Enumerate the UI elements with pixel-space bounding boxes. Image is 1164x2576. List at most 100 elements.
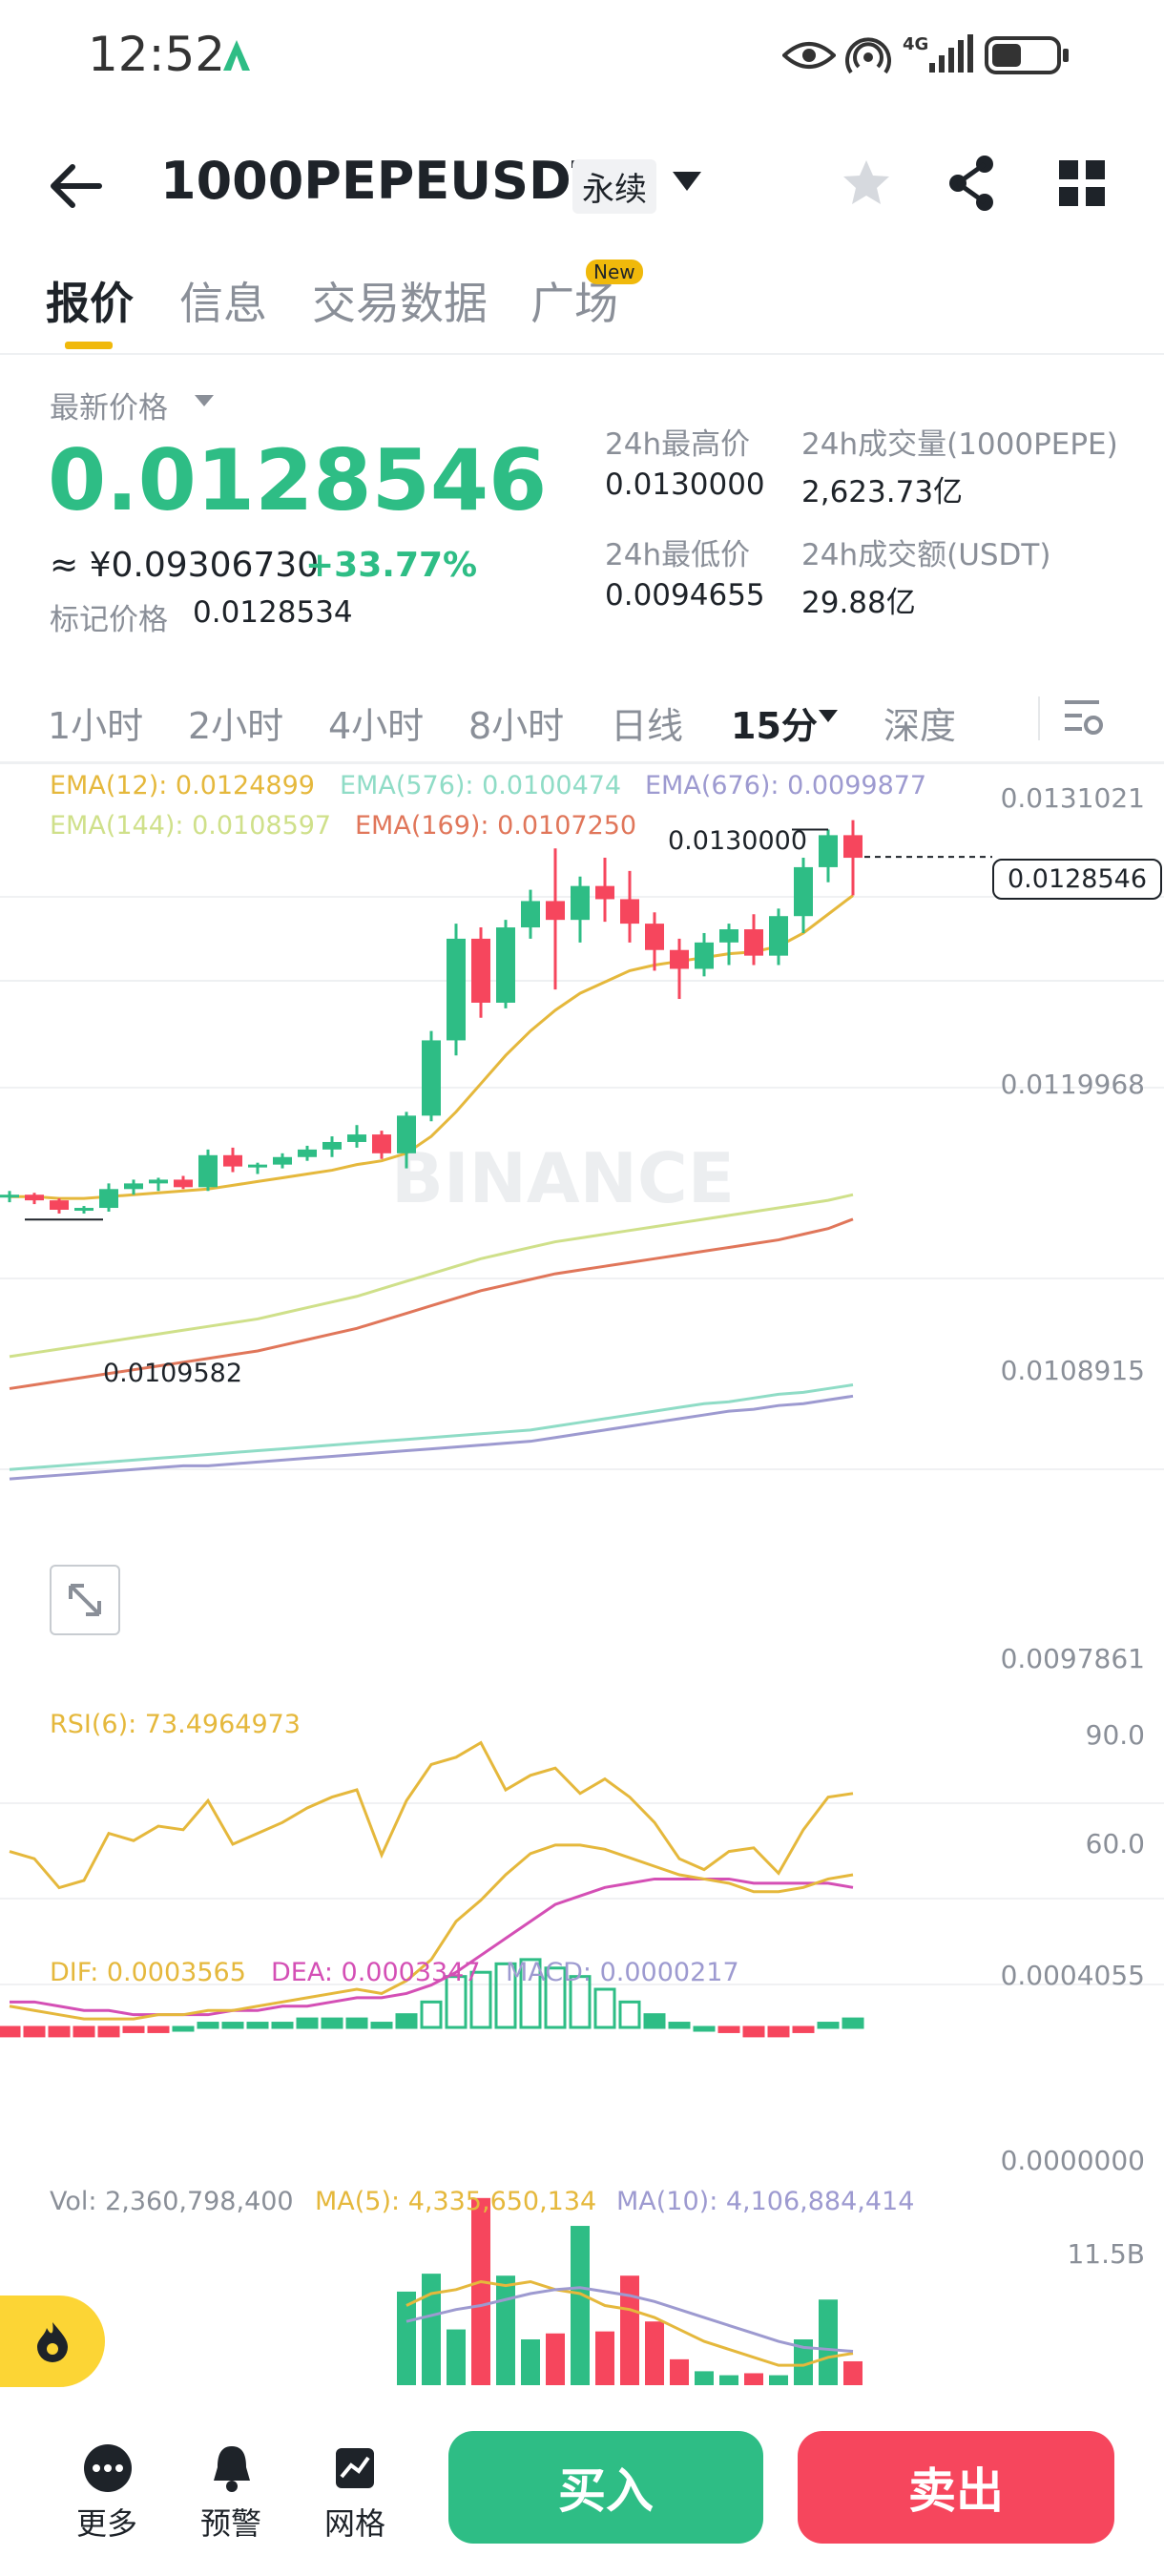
price-axis-2: 0.0119968 xyxy=(1000,1069,1145,1100)
tab-info[interactable]: 信息 xyxy=(179,278,267,329)
volume-bar xyxy=(695,2371,714,2385)
eye-icon xyxy=(782,42,836,69)
ema676-line xyxy=(9,1394,854,1481)
candle-body xyxy=(819,835,838,867)
more-icon[interactable] xyxy=(82,2442,134,2494)
candle-body xyxy=(695,942,714,969)
ema676-legend: EMA(676): 0.0099877 xyxy=(645,771,927,800)
tf-depth[interactable]: 深度 xyxy=(883,705,957,747)
macd-bar xyxy=(296,2017,319,2029)
volume-value: 2,623.73亿 xyxy=(801,475,964,509)
candle-body xyxy=(149,1179,168,1184)
tf-15m[interactable]: 15分 xyxy=(731,705,818,747)
cny-price: ≈ ¥0.09306730 xyxy=(50,546,320,585)
alert-label[interactable]: 预警 xyxy=(200,2505,262,2542)
app-icon xyxy=(223,40,250,71)
dif-line xyxy=(9,1843,854,2021)
volume-bar xyxy=(471,2197,490,2385)
macd-bar xyxy=(742,2025,765,2038)
macd-bar xyxy=(23,2025,46,2038)
candle-body xyxy=(496,927,515,1003)
tab-square[interactable]: 广场 xyxy=(530,278,618,329)
macd-bar xyxy=(445,1975,468,2029)
candle-body xyxy=(843,835,863,859)
macd-bar xyxy=(693,2025,716,2032)
candle-body xyxy=(99,1189,118,1209)
grid-label[interactable]: 网格 xyxy=(324,2505,386,2542)
volume-bar xyxy=(496,2275,515,2385)
macd-bar xyxy=(122,2025,145,2033)
macd-bar xyxy=(494,1962,517,2029)
more-label[interactable]: 更多 xyxy=(76,2505,138,2542)
chart-canvas[interactable]: BINANCE xyxy=(0,763,1164,2404)
candle-body xyxy=(124,1183,143,1190)
ema-lines xyxy=(9,894,854,1481)
current-price-tag: 0.0128546 xyxy=(992,859,1163,900)
candle-body xyxy=(794,866,813,917)
rsi-lines xyxy=(9,1740,854,1890)
volume-bar xyxy=(719,2375,738,2385)
price-caret-icon[interactable] xyxy=(193,393,216,408)
macd-bar xyxy=(519,1958,542,2029)
volume-bar xyxy=(620,2275,639,2385)
dea-legend: DEA: 0.0003347 xyxy=(271,1958,481,1987)
bell-icon[interactable] xyxy=(208,2442,256,2494)
ema144-legend: EMA(144): 0.0108597 xyxy=(50,811,332,841)
price-axis-4: 0.0097861 xyxy=(1000,1643,1145,1674)
tf-1d[interactable]: 日线 xyxy=(611,705,684,747)
flame-button[interactable] xyxy=(0,2296,105,2387)
expand-icon xyxy=(69,1584,101,1616)
tf-1h[interactable]: 1小时 xyxy=(48,705,144,747)
expand-button[interactable] xyxy=(50,1565,120,1635)
back-arrow-icon[interactable] xyxy=(48,162,105,210)
macd-legend: MACD: 0.0000217 xyxy=(506,1958,739,1987)
volume-bar xyxy=(546,2333,565,2385)
mark-price-value: 0.0128534 xyxy=(193,595,353,630)
candle-body xyxy=(74,1208,94,1212)
tf-4h[interactable]: 4小时 xyxy=(328,705,425,747)
status-time: 12:52 xyxy=(88,27,226,82)
volume-bar xyxy=(645,2321,664,2385)
macd-bar xyxy=(48,2025,71,2038)
chart-settings-icon[interactable] xyxy=(1061,696,1107,738)
macd-bar xyxy=(817,2022,840,2029)
symbol-title[interactable]: 1000PEPEUSDT xyxy=(160,151,607,211)
turnover-value: 29.88亿 xyxy=(801,586,916,620)
ema576-line xyxy=(9,1383,854,1471)
high-annotation: 0.0130000 xyxy=(668,826,808,856)
candle-body xyxy=(645,924,664,950)
rsi-axis-90: 90.0 xyxy=(1085,1719,1145,1751)
tab-quote[interactable]: 报价 xyxy=(46,278,134,329)
tab-trading-data[interactable]: 交易数据 xyxy=(312,278,488,329)
price-axis-3: 0.0108915 xyxy=(1000,1355,1145,1386)
share-icon[interactable] xyxy=(945,155,998,212)
candle-body xyxy=(347,1134,366,1142)
candle-body xyxy=(198,1154,218,1188)
volume-bar xyxy=(571,2226,590,2385)
ema576-legend: EMA(576): 0.0100474 xyxy=(340,771,622,800)
header-bar: 1000PEPEUSDT 永续 xyxy=(0,134,1164,239)
new-badge: New xyxy=(586,260,643,284)
macd-bar xyxy=(172,2025,195,2032)
macd-bar xyxy=(370,2022,393,2029)
grid-menu-icon[interactable] xyxy=(1057,158,1107,208)
caret-down-icon[interactable] xyxy=(670,168,704,195)
tf-2h[interactable]: 2小时 xyxy=(188,705,284,747)
macd-bar xyxy=(420,2000,443,2029)
macd-bar xyxy=(668,2022,691,2029)
tf-caret-icon[interactable] xyxy=(817,708,840,725)
tf-8h[interactable]: 8小时 xyxy=(468,705,565,747)
volume-bar xyxy=(744,2373,763,2385)
ma10-legend: MA(10): 4,106,884,414 xyxy=(616,2187,915,2216)
macd-bar xyxy=(246,2022,269,2029)
buy-button[interactable]: 买入 xyxy=(448,2431,763,2544)
volume-label: 24h成交量(1000PEPE) xyxy=(801,427,1118,462)
sell-button[interactable]: 卖出 xyxy=(798,2431,1114,2544)
star-icon[interactable] xyxy=(840,156,893,210)
macd-bar xyxy=(643,2013,666,2029)
flame-icon xyxy=(37,2322,68,2362)
candle-body xyxy=(620,899,639,924)
latest-price-label[interactable]: 最新价格 xyxy=(50,391,168,426)
grid-trading-icon[interactable] xyxy=(332,2439,382,2492)
macd-bar xyxy=(147,2025,170,2033)
